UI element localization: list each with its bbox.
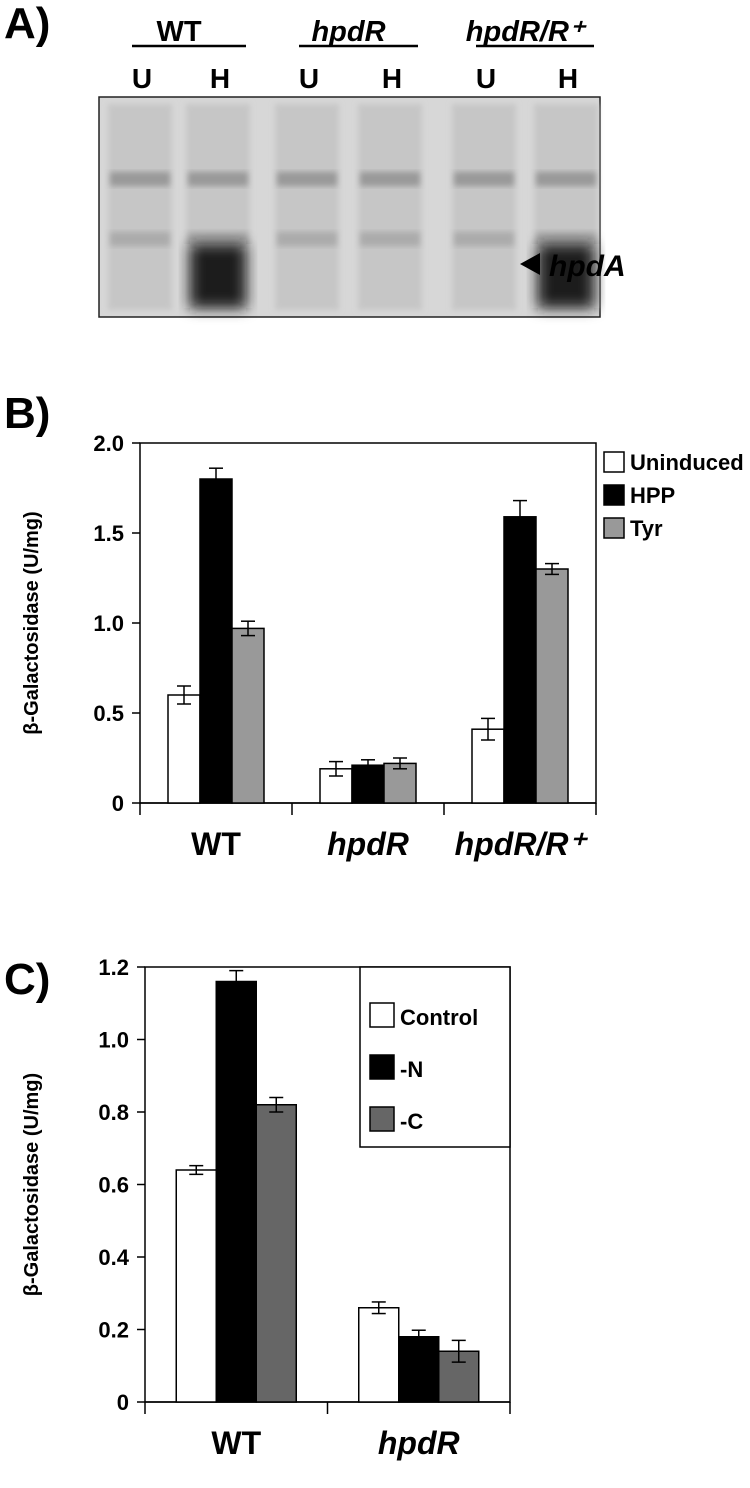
band-label-hpdA: hpdA: [549, 250, 626, 283]
legend-swatch: [603, 484, 625, 506]
y-tick-label: 0: [112, 791, 124, 816]
y-tick-label: 0.4: [98, 1245, 129, 1270]
gel-band-hpdA: [538, 244, 594, 308]
gel-lane-label: U: [132, 63, 152, 94]
bar: [215, 980, 257, 1403]
gel-band-upper: [360, 172, 420, 186]
y-tick-label: 0: [117, 1390, 129, 1415]
legend-swatch: [369, 1002, 395, 1028]
panel-c-letter: C): [4, 955, 51, 1004]
legend-swatch: [369, 1106, 395, 1132]
x-category-label: hpdR: [327, 826, 409, 862]
gel-lane: [275, 104, 339, 310]
legend-swatch: [369, 1054, 395, 1080]
bar: [383, 762, 417, 804]
legend: Uninduced HPP Tyr: [603, 450, 744, 541]
gel-lane-label: U: [299, 63, 319, 94]
y-tick-label: 2.0: [93, 431, 124, 456]
gel-band-lower: [536, 232, 596, 246]
gel-band-lower: [360, 232, 420, 246]
gel-band-upper: [277, 172, 337, 186]
x-category-label: hpdR: [378, 1425, 460, 1461]
gel-lane-label: U: [476, 63, 496, 94]
bar: [255, 1104, 297, 1403]
gel-band-lower: [454, 232, 514, 246]
gel-lane: [452, 104, 516, 310]
y-tick-label: 0.8: [98, 1100, 129, 1125]
gel-band-hpdA: [190, 244, 246, 308]
legend-label: -C: [400, 1109, 423, 1134]
gel-lane-label: H: [210, 63, 230, 94]
y-tick-label: 0.2: [98, 1318, 129, 1343]
bar: [358, 1307, 400, 1403]
legend-label: HPP: [630, 483, 675, 508]
legend-label: Tyr: [630, 516, 663, 541]
gel-group-label: hpdR: [311, 16, 385, 48]
y-axis-label: β-Galactosidase (U/mg): [21, 1073, 43, 1296]
y-tick-label: 1.0: [98, 1028, 129, 1053]
gel-group-label: hpdR/R⁺: [466, 16, 587, 48]
gel-lane-label: H: [382, 63, 402, 94]
x-category-label: WT: [191, 826, 241, 862]
bar: [199, 478, 233, 804]
gel-lane: [108, 104, 172, 310]
gel-band-upper: [536, 172, 596, 186]
y-tick-label: 1.2: [98, 955, 129, 980]
bar: [398, 1336, 440, 1403]
chart-c: 0 0.2 0.4 0.6 0.8 1.0 1.2 β-Galactosidase (U/mg…: [21, 955, 511, 1461]
x-category-label: WT: [211, 1425, 261, 1461]
bar: [503, 516, 537, 804]
gel-band-upper: [188, 172, 248, 186]
panel-a-letter: A): [4, 0, 51, 48]
legend-label: -N: [400, 1057, 423, 1082]
y-tick-label: 0.6: [98, 1173, 129, 1198]
gel-lane: [358, 104, 422, 310]
arrowhead-left-icon: [520, 253, 540, 275]
legend-swatch: [603, 451, 625, 473]
gel-band-upper: [454, 172, 514, 186]
gel-band-lower: [110, 232, 170, 246]
legend-label: Control: [400, 1005, 478, 1030]
gel-group-label: WT: [156, 16, 201, 48]
gel-image: [98, 96, 601, 318]
y-tick-label: 1.5: [93, 521, 124, 546]
legend-swatch: [603, 517, 625, 539]
gel-band-upper: [110, 172, 170, 186]
bar: [167, 694, 201, 804]
gel-lane-label: H: [558, 63, 578, 94]
y-axis-label: β-Galactosidase (U/mg): [21, 511, 43, 734]
gel-band-lower: [188, 232, 248, 246]
legend: Control -N -C: [359, 966, 511, 1148]
gel-band-lower: [277, 232, 337, 246]
legend-label: Uninduced: [630, 450, 744, 475]
chart-b: 0 0.5 1.0 1.5 2.0 β-Galactosidase (U/mg) WT hpd…: [21, 431, 744, 862]
bar: [175, 1169, 217, 1403]
bar: [231, 627, 265, 804]
x-category-label: hpdR/R⁺: [455, 826, 589, 862]
panel-b-letter: B): [4, 389, 51, 438]
y-tick-label: 1.0: [93, 611, 124, 636]
bar: [535, 568, 569, 804]
y-tick-label: 0.5: [93, 701, 124, 726]
